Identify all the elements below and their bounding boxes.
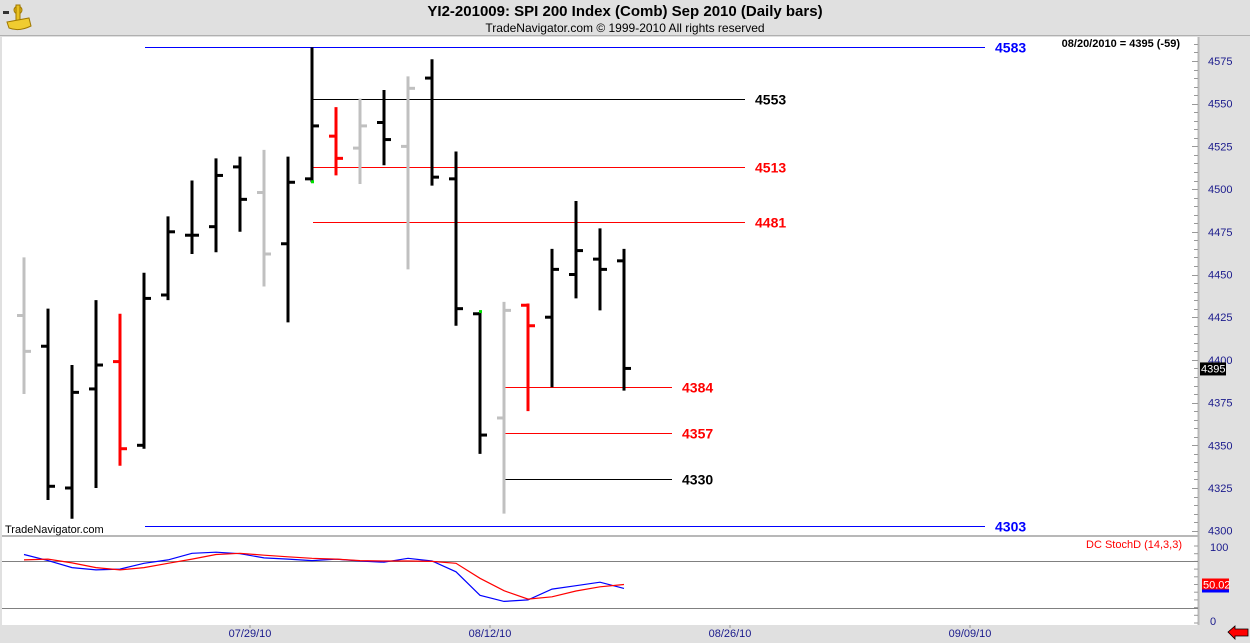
ohlc-bar: [41, 308, 55, 500]
ohlc-bar: [593, 228, 607, 311]
level-label: 4481: [755, 215, 786, 231]
last-readout: 08/20/2010 = 4395 (-59): [1062, 38, 1181, 50]
watermark: TradeNavigator.com: [5, 524, 104, 536]
stoch-k-line: [23, 551, 625, 603]
ohlc-bar: [617, 248, 631, 391]
level-label: 4583: [995, 40, 1026, 56]
ohlc-bar: [113, 313, 127, 466]
sextant-icon: [3, 4, 32, 31]
x-tick-label: 07/29/10: [229, 628, 272, 640]
ohlc-bar: [137, 272, 151, 449]
ohlc-bar: [449, 151, 463, 326]
level-label: 4330: [682, 472, 713, 488]
level-label: 4553: [755, 92, 786, 108]
ohlc-bar: [281, 156, 295, 323]
y-tick-label: 4300: [1208, 526, 1232, 538]
ohlc-bar: [185, 180, 199, 255]
signal-marker: [311, 180, 314, 184]
y-tick-label: 4475: [1208, 227, 1232, 239]
ohlc-bar: [89, 300, 103, 488]
chart-subtitle: TradeNavigator.com © 1999-2010 All right…: [485, 21, 765, 35]
y-tick-label: 4525: [1208, 141, 1232, 153]
y-tick-label: 4425: [1208, 312, 1232, 324]
signal-marker: [479, 310, 482, 314]
level-label: 4303: [995, 519, 1026, 535]
x-tick-label: 08/12/10: [469, 628, 512, 640]
ohlc-bar: [161, 216, 175, 301]
ohlc-bar: [473, 312, 487, 454]
stoch-last-tag-text: 50.02: [1203, 580, 1231, 592]
stoch-d-line: [23, 552, 625, 600]
x-tick-label: 09/09/10: [949, 628, 992, 640]
stoch-panel: [2, 537, 1198, 625]
ohlc-bar: [545, 248, 559, 388]
stoch-y-tick-label: 100: [1210, 542, 1228, 554]
ohlc-bar: [17, 257, 31, 395]
ohlc-bar: [65, 365, 79, 519]
level-label: 4384: [682, 380, 713, 396]
ohlc-bar: [569, 201, 583, 299]
stoch-last-tag: 50.02: [1202, 578, 1231, 593]
last-price-tag-text: 4395: [1201, 363, 1225, 375]
ohlc-bar: [497, 301, 511, 514]
stoch-y-tick-label: 0: [1210, 616, 1216, 628]
y-tick-label: 4550: [1208, 99, 1232, 111]
y-tick-label: 4575: [1208, 56, 1232, 68]
y-tick-label: 4500: [1208, 184, 1232, 196]
ohlc-bar: [305, 47, 319, 183]
scroll-left-arrow-icon[interactable]: [1227, 625, 1249, 640]
chart-header: YI2-201009: SPI 200 Index (Comb) Sep 201…: [0, 0, 1250, 36]
y-tick-label: 4350: [1208, 440, 1232, 452]
ohlc-bar: [353, 98, 367, 184]
chart-title: YI2-201009: SPI 200 Index (Comb) Sep 201…: [427, 3, 823, 20]
last-price-tag: 4395: [1200, 362, 1226, 376]
stoch-title: DC StochD (14,3,3): [1086, 539, 1182, 551]
y-tick-label: 4375: [1208, 398, 1232, 410]
y-tick-label: 4450: [1208, 270, 1232, 282]
ohlc-bar: [401, 76, 415, 270]
y-tick-label: 4325: [1208, 483, 1232, 495]
ohlc-bar: [377, 90, 391, 166]
x-tick-label: 08/26/10: [709, 628, 752, 640]
ohlc-bar: [233, 156, 247, 232]
level-label: 4357: [682, 426, 713, 442]
ohlc-bar: [521, 303, 535, 412]
ohlc-bar: [257, 149, 271, 287]
level-label: 4513: [755, 160, 786, 176]
ohlc-bar: [329, 107, 343, 176]
ohlc-bar: [209, 158, 223, 253]
ohlc-bar: [425, 59, 439, 186]
